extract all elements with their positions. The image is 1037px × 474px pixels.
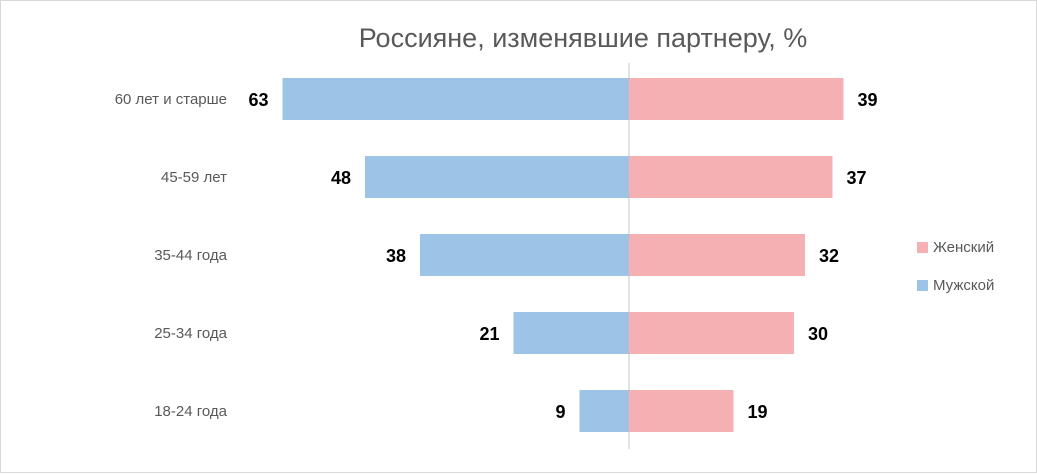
- bar-male: [579, 390, 629, 432]
- legend-swatch: [917, 242, 928, 253]
- bar-female: [629, 234, 805, 276]
- bar-female: [629, 390, 734, 432]
- legend-label: Мужской: [933, 277, 994, 294]
- value-label-male: 63: [248, 90, 268, 110]
- legend-label: Женский: [933, 239, 994, 256]
- value-label-female: 19: [748, 402, 768, 422]
- bar-male: [420, 234, 629, 276]
- category-label: 35-44 года: [154, 247, 227, 264]
- value-label-male: 38: [386, 246, 406, 266]
- value-label-female: 37: [847, 168, 867, 188]
- category-label: 25-34 года: [154, 325, 227, 342]
- category-label: 60 лет и старше: [115, 91, 227, 108]
- value-label-female: 30: [808, 324, 828, 344]
- bar-female: [629, 156, 833, 198]
- value-label-male: 21: [479, 324, 499, 344]
- value-label-female: 39: [858, 90, 878, 110]
- category-label: 45-59 лет: [161, 169, 227, 186]
- bar-male: [365, 156, 629, 198]
- chart-title: Россияне, изменявшие партнеру, %: [359, 23, 808, 53]
- legend-swatch: [917, 280, 928, 291]
- bar-male: [282, 78, 629, 120]
- value-label-male: 9: [555, 402, 565, 422]
- value-label-male: 48: [331, 168, 351, 188]
- legend: Женский Мужской: [917, 239, 994, 294]
- bar-female: [629, 78, 844, 120]
- bars-group: 60 лет и старше 63 39 45-59 лет 48 37 35-44 го…: [115, 78, 878, 432]
- bar-female: [629, 312, 794, 354]
- value-label-female: 32: [819, 246, 839, 266]
- category-label: 18-24 года: [154, 403, 227, 420]
- bar-male: [513, 312, 629, 354]
